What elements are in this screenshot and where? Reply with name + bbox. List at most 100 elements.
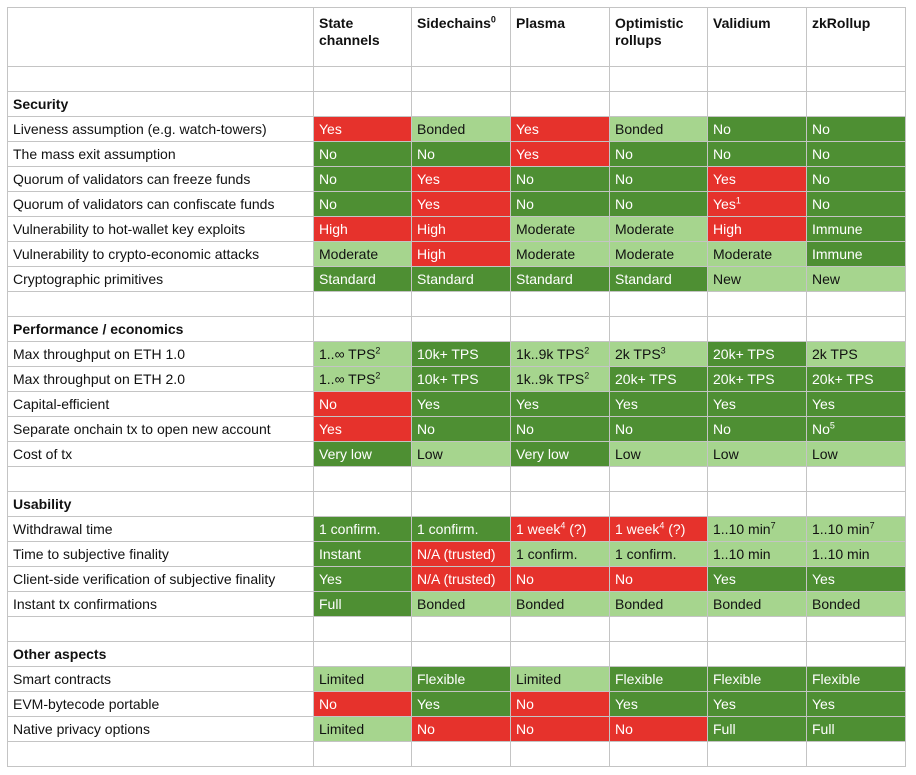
value-cell: No	[411, 416, 511, 442]
cell-value: Very low	[319, 446, 372, 462]
table-row: Liveness assumption (e.g. watch-towers) Y…	[7, 116, 906, 142]
cell-value: Moderate	[319, 246, 379, 262]
cell-value: Very low	[516, 446, 569, 462]
value-cell: Bonded	[609, 591, 708, 617]
empty-cell	[707, 291, 807, 317]
table-row: Smart contracts Limited Flexible Limited Fle…	[7, 666, 906, 692]
value-cell: 10k+ TPS	[411, 341, 511, 367]
value-cell: Yes	[411, 391, 511, 417]
cell-value: Full	[812, 721, 835, 737]
table-row: Capital-efficient No Yes Yes Yes Yes Yes	[7, 391, 906, 417]
value-cell: 1..10 min7	[707, 516, 807, 542]
header-corner-cell	[7, 7, 314, 67]
column-header-validium: Validium	[707, 7, 807, 67]
cell-value: No	[516, 571, 534, 587]
cell-value: Flexible	[812, 671, 861, 687]
cell-value: Flexible	[713, 671, 762, 687]
table-row: Cost of tx Very low Low Very low Low Low Low	[7, 441, 906, 467]
value-cell: No	[411, 716, 511, 742]
empty-cell	[806, 466, 906, 492]
empty-cell	[411, 741, 511, 767]
header-row: State channels Sidechains0 Plasma Optimi…	[7, 7, 906, 67]
value-cell: Yes	[707, 691, 807, 717]
value-cell: Yes	[707, 391, 807, 417]
value-cell: Yes	[806, 691, 906, 717]
empty-cell	[313, 316, 412, 342]
cell-value: Moderate	[713, 246, 773, 262]
row-label: Vulnerability to crypto-economic attacks	[7, 241, 314, 267]
empty-cell	[707, 66, 807, 92]
value-cell: Moderate	[313, 241, 412, 267]
value-cell: 2k TPS3	[609, 341, 708, 367]
empty-cell	[411, 316, 511, 342]
empty-cell	[313, 741, 412, 767]
value-cell: Yes1	[707, 191, 807, 217]
footnote-marker: 2	[584, 345, 590, 356]
cell-value: Full	[713, 721, 736, 737]
value-cell: No	[609, 166, 708, 192]
cell-value: Moderate	[615, 246, 675, 262]
value-cell: 1 confirm.	[411, 516, 511, 542]
value-cell: Yes	[609, 691, 708, 717]
value-cell: 1..10 min	[806, 541, 906, 567]
row-label: Withdrawal time	[7, 516, 314, 542]
cell-value: Bonded	[516, 596, 565, 612]
row-label: Quorum of validators can freeze funds	[7, 166, 314, 192]
value-cell: Yes	[707, 166, 807, 192]
empty-cell	[510, 616, 610, 642]
value-cell: Yes	[411, 191, 511, 217]
value-cell: Low	[411, 441, 511, 467]
value-cell: Low	[707, 441, 807, 467]
value-cell: Moderate	[609, 216, 708, 242]
footnote-marker: 2	[584, 370, 590, 381]
cell-value: 1 confirm.	[319, 521, 381, 537]
empty-cell	[609, 616, 708, 642]
empty-cell	[411, 291, 511, 317]
cell-value: No	[615, 421, 633, 437]
spacer-row	[7, 741, 906, 767]
empty-cell	[609, 66, 708, 92]
cell-value: Yes	[417, 171, 440, 187]
section-title: Security	[7, 91, 314, 117]
value-cell: No	[510, 166, 610, 192]
cell-value: No	[417, 146, 435, 162]
value-cell: Yes	[806, 391, 906, 417]
value-cell: Moderate	[510, 216, 610, 242]
cell-value: Yes	[713, 396, 736, 412]
table-row: Quorum of validators can confiscate fund…	[7, 191, 906, 217]
value-cell: No	[313, 691, 412, 717]
empty-cell	[806, 316, 906, 342]
cell-value: No	[417, 421, 435, 437]
empty-cell	[510, 91, 610, 117]
section-title: Performance / economics	[7, 316, 314, 342]
cell-value: No	[319, 146, 337, 162]
cell-value: Bonded	[615, 121, 664, 137]
cell-value: No	[516, 721, 534, 737]
cell-value: No	[812, 421, 830, 437]
cell-value: Immune	[812, 221, 863, 237]
empty-cell	[411, 491, 511, 517]
row-label: Capital-efficient	[7, 391, 314, 417]
value-cell: No	[707, 141, 807, 167]
value-cell: 1 confirm.	[313, 516, 412, 542]
value-cell: No	[510, 191, 610, 217]
cell-value: High	[417, 221, 446, 237]
value-cell: Bonded	[411, 116, 511, 142]
column-header-zkrollup: zkRollup	[806, 7, 906, 67]
empty-cell	[707, 641, 807, 667]
value-cell: No	[609, 191, 708, 217]
value-cell: New	[707, 266, 807, 292]
empty-cell	[806, 641, 906, 667]
cell-value: New	[812, 271, 841, 287]
value-cell: 20k+ TPS	[806, 366, 906, 392]
cell-value: Flexible	[615, 671, 664, 687]
empty-cell	[806, 291, 906, 317]
row-label: Liveness assumption (e.g. watch-towers)	[7, 116, 314, 142]
cell-value: 1 week	[516, 521, 561, 537]
cell-value: No	[516, 421, 534, 437]
value-cell: Flexible	[707, 666, 807, 692]
empty-cell	[707, 316, 807, 342]
empty-cell	[411, 466, 511, 492]
cell-value: Bonded	[417, 596, 466, 612]
value-cell: Moderate	[707, 241, 807, 267]
